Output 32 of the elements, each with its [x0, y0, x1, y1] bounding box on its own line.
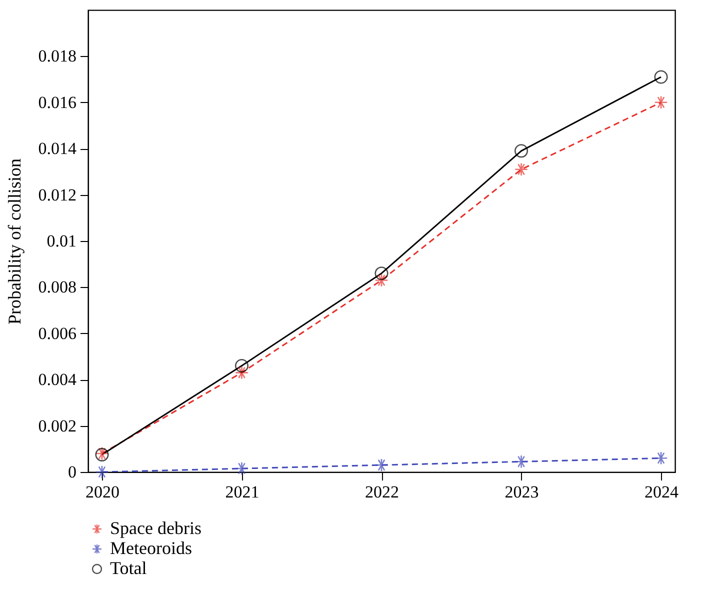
point [374, 266, 388, 280]
y-tick-label: 0.016 [38, 92, 76, 112]
y-tick-label: 0.008 [38, 278, 76, 297]
point [514, 144, 528, 158]
y-tick-label: 0.018 [38, 46, 76, 66]
y-tick-label: 0.004 [38, 370, 77, 390]
y-tick-label: 0.006 [38, 324, 76, 343]
point [374, 458, 388, 472]
point [234, 358, 249, 372]
y-tick-label: 0 [68, 462, 76, 482]
point [234, 462, 249, 476]
point [95, 465, 109, 479]
point [374, 273, 388, 288]
x-tick-label: 2020 [85, 482, 120, 502]
x-tick-label: 2023 [504, 482, 539, 502]
point [654, 96, 668, 110]
y-tick-label: 0.014 [38, 139, 77, 158]
y-tick-label: 0.002 [38, 416, 76, 436]
x-tick-label: 2021 [225, 482, 260, 502]
point [514, 162, 528, 176]
y-axis-title: Probability of collision [4, 158, 24, 324]
x-tick-label: 2024 [644, 482, 680, 502]
y-tick-label: 0.01 [46, 232, 76, 250]
point [234, 366, 249, 380]
legend-label: Total [110, 558, 147, 578]
point [654, 70, 668, 84]
y-tick-label: 0.012 [38, 185, 76, 204]
legend-label: Meteoroids [110, 538, 192, 558]
x-tick-label: 2022 [365, 482, 399, 502]
point [514, 454, 528, 468]
point [654, 451, 668, 465]
legend-label: Space debris [110, 518, 202, 538]
